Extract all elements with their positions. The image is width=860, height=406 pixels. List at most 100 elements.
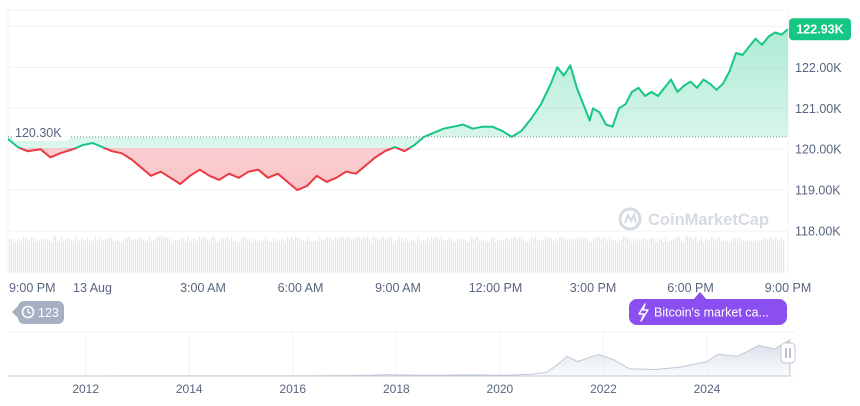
volume-bar — [91, 239, 93, 272]
volume-bar — [119, 241, 121, 272]
volume-bar — [455, 241, 457, 272]
volume-bar — [735, 238, 737, 272]
volume-bar — [687, 236, 689, 272]
y-axis-labels: 118.00K 119.00K 120.00K 121.00K 122.00K — [795, 61, 842, 239]
volume-bar — [399, 236, 401, 272]
volume-bar — [95, 236, 97, 272]
volume-bar — [535, 236, 537, 272]
volume-bar — [739, 236, 741, 272]
volume-bar — [143, 239, 145, 272]
volume-bar — [303, 239, 305, 272]
volume-bar — [155, 237, 157, 272]
volume-bar — [357, 237, 359, 272]
volume-bar — [73, 240, 75, 272]
volume-bar — [177, 240, 179, 272]
volume-bar — [697, 241, 699, 272]
volume-bar — [463, 238, 465, 272]
volume-bar — [89, 239, 91, 272]
volume-bar — [749, 241, 751, 272]
volume-bar — [101, 239, 103, 272]
volume-bar — [549, 237, 551, 272]
volume-bar — [561, 236, 563, 272]
x-tick-label: 3:00 PM — [570, 281, 617, 295]
volume-bar — [227, 236, 229, 272]
volume-bar — [401, 238, 403, 272]
volume-bar — [289, 239, 291, 272]
volume-bar — [129, 236, 131, 272]
volume-bar — [691, 237, 693, 272]
volume-bar — [53, 236, 55, 272]
volume-bar — [219, 241, 221, 272]
volume-bars — [9, 236, 785, 272]
price-lines — [8, 28, 788, 192]
overview-navigator[interactable]: 2012 2014 2016 2018 2020 2022 2024 — [8, 331, 796, 396]
volume-bar — [395, 239, 397, 272]
volume-bar — [265, 237, 267, 272]
volume-bar — [623, 236, 625, 272]
volume-bar — [291, 237, 293, 272]
volume-bar — [433, 240, 435, 272]
volume-bar — [657, 241, 659, 272]
volume-bar — [295, 236, 297, 272]
volume-bar — [229, 240, 231, 272]
volume-bar — [405, 237, 407, 272]
volume-bar — [301, 240, 303, 272]
volume-bar — [751, 240, 753, 272]
volume-bar — [343, 237, 345, 272]
volume-bar — [181, 237, 183, 272]
volume-bar — [573, 241, 575, 272]
volume-bar — [27, 239, 29, 272]
volume-bar — [347, 236, 349, 272]
volume-bar — [237, 241, 239, 272]
volume-bar — [327, 236, 329, 272]
volume-bar — [339, 239, 341, 272]
volume-bar — [587, 239, 589, 272]
history-count: 123 — [38, 306, 59, 320]
volume-bar — [217, 241, 219, 272]
volume-bar — [499, 240, 501, 272]
history-badge[interactable]: 123 — [12, 301, 64, 324]
volume-bar — [703, 241, 705, 272]
volume-bar — [679, 236, 681, 272]
volume-bar — [699, 240, 701, 272]
volume-bar — [531, 237, 533, 272]
volume-bar — [87, 237, 89, 272]
volume-bar — [329, 238, 331, 272]
volume-bar — [275, 241, 277, 272]
y-tick-label: 118.00K — [795, 225, 841, 239]
volume-bar — [685, 236, 687, 272]
volume-bar — [673, 239, 675, 272]
volume-bar — [761, 240, 763, 272]
overview-x-tick-label: 2016 — [279, 382, 306, 396]
event-badge[interactable]: Bitcoin's market ca... — [629, 292, 787, 325]
volume-bar — [693, 238, 695, 272]
price-line-down — [17, 148, 412, 192]
x-tick-label: 13 Aug — [73, 281, 112, 295]
volume-bar — [477, 236, 479, 272]
volume-bar — [189, 241, 191, 272]
volume-bar — [161, 236, 163, 272]
volume-bar — [49, 240, 51, 272]
overview-area — [8, 339, 791, 377]
volume-bar — [437, 238, 439, 272]
volume-bar — [555, 238, 557, 272]
volume-bar — [41, 237, 43, 272]
volume-bar — [765, 239, 767, 272]
volume-bar — [609, 236, 611, 272]
overview-x-tick-label: 2014 — [176, 382, 203, 396]
x-tick-label: 6:00 PM — [667, 281, 714, 295]
volume-bar — [659, 239, 661, 272]
volume-bar — [617, 241, 619, 272]
navigator-handle[interactable] — [780, 342, 796, 364]
volume-bar — [63, 240, 65, 272]
lightning-icon — [638, 303, 649, 322]
volume-bar — [527, 240, 529, 272]
volume-bar — [601, 239, 603, 272]
volume-bar — [379, 239, 381, 272]
volume-bar — [705, 238, 707, 272]
volume-bar — [121, 241, 123, 272]
volume-bar — [93, 241, 95, 272]
event-label: Bitcoin's market ca... — [654, 306, 769, 320]
